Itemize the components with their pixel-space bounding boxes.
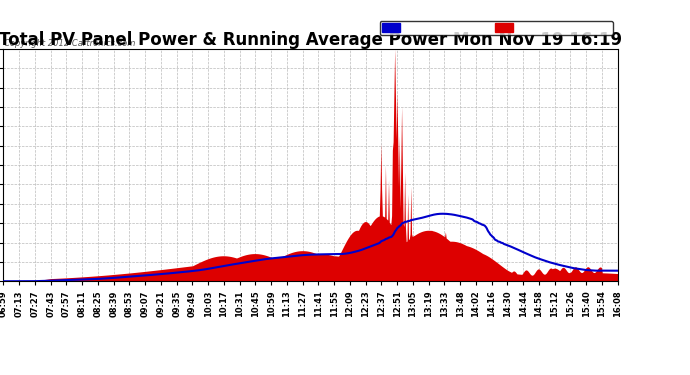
Text: Copyright 2012 Cartronics.com: Copyright 2012 Cartronics.com — [4, 39, 135, 48]
Title: Total PV Panel Power & Running Average Power Mon Nov 19 16:19: Total PV Panel Power & Running Average P… — [0, 31, 622, 49]
Legend: Average (DC Watts), PV Panels (DC Watts): Average (DC Watts), PV Panels (DC Watts) — [380, 21, 613, 35]
